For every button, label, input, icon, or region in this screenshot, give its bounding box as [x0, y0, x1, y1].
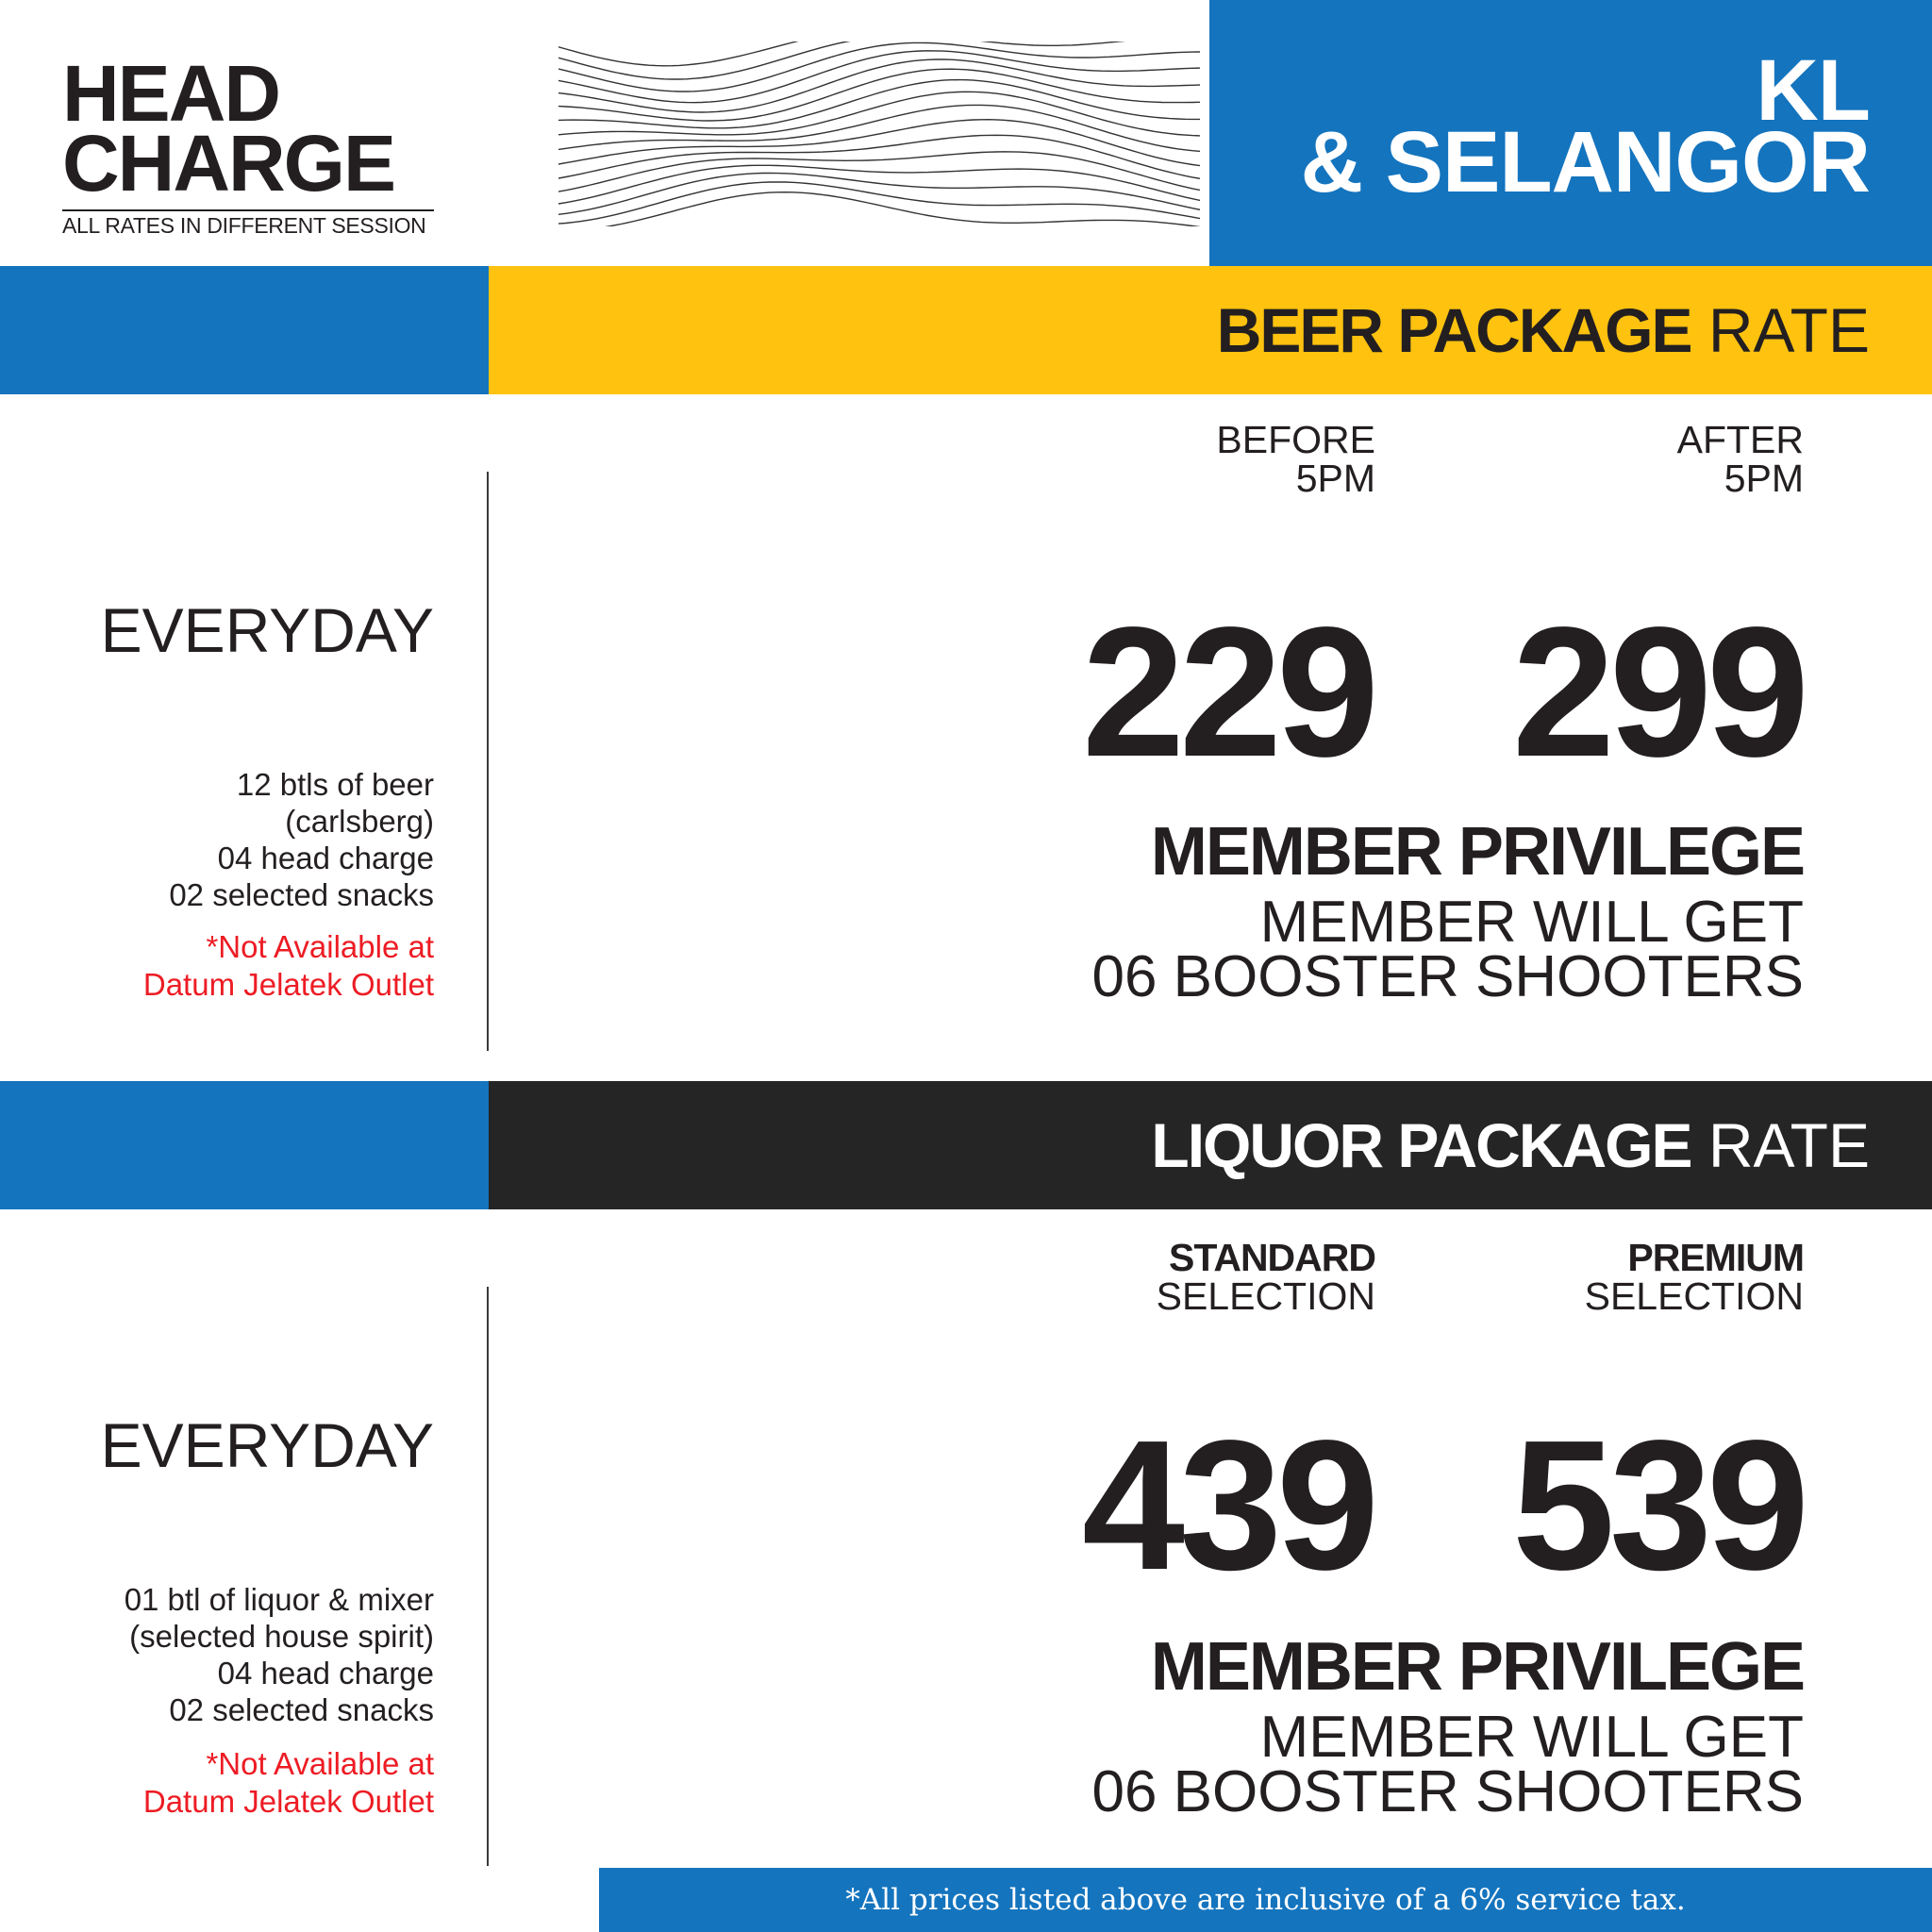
title-underline — [62, 209, 434, 211]
title-line-2: CHARGE — [62, 119, 396, 208]
wavy-line-pattern — [558, 42, 1201, 226]
beer-includes-list: 12 btls of beer (carlsberg) 04 head char… — [169, 766, 434, 913]
wave-line — [558, 104, 1201, 153]
wave-line — [558, 91, 1201, 137]
beer-col2-line-1: AFTER — [1676, 418, 1804, 461]
liquor-title-bold: LIQUOR PACKAGE — [1151, 1110, 1692, 1180]
liquor-include-item: 04 head charge — [217, 1656, 434, 1690]
beer-include-item: 04 head charge — [217, 841, 434, 875]
liquor-price-premium: 539 — [1511, 1402, 1809, 1608]
liquor-member-privilege-title: MEMBER PRIVILEGE — [1150, 1629, 1806, 1705]
beer-include-item: 02 selected snacks — [169, 877, 434, 912]
liquor-band — [489, 1081, 1932, 1209]
liquor-divider — [487, 1287, 489, 1866]
beer-note-line-2: Datum Jelatek Outlet — [142, 967, 434, 1002]
beer-member-line-2: 06 BOOSTER SHOOTERS — [1091, 944, 1804, 1009]
wave-line — [558, 42, 799, 67]
liquor-col1-bold: STANDARD — [1168, 1236, 1376, 1279]
liquor-includes-list: 01 btl of liquor & mixer (selected house… — [125, 1581, 434, 1728]
beer-title-regular: RATE — [1707, 295, 1870, 365]
wave-line — [558, 164, 1201, 205]
liquor-include-item: 01 btl of liquor & mixer — [124, 1582, 434, 1617]
wave-line — [558, 151, 1201, 192]
wave-line — [558, 78, 1200, 129]
beer-col2-header: AFTER 5PM — [1677, 421, 1804, 498]
region-line-1: KL — [1756, 42, 1871, 139]
region-title: KL & SELANGOR — [1209, 42, 1871, 210]
wave-line — [558, 181, 1201, 225]
wave-line — [558, 50, 1201, 104]
beer-divider — [487, 472, 489, 1051]
beer-member-line-1: MEMBER WILL GET — [1259, 890, 1804, 955]
wave-line — [558, 118, 1201, 167]
beer-member-privilege-title: MEMBER PRIVILEGE — [1150, 814, 1806, 890]
page-title: HEAD CHARGE — [62, 49, 458, 208]
liquor-note-line-1: *Not Available at — [206, 1746, 434, 1781]
beer-price-after-5pm: 299 — [1511, 589, 1809, 795]
wave-line — [558, 58, 1201, 113]
beer-price-before-5pm: 229 — [1081, 589, 1379, 795]
liquor-section-title: LIQUOR PACKAGE RATE — [1151, 1081, 1870, 1209]
beer-col1-header: BEFORE 5PM — [1216, 421, 1375, 498]
liquor-member-line-1: MEMBER WILL GET — [1259, 1705, 1804, 1770]
liquor-availability-note: *Not Available at Datum Jelatek Outlet — [143, 1745, 434, 1821]
footer-tax-note: *All prices listed above are inclusive o… — [845, 1883, 1686, 1917]
wave-line — [558, 134, 1201, 179]
wave-line — [558, 172, 1201, 215]
beer-section-title: BEER PACKAGE RATE — [1217, 266, 1870, 394]
liquor-col2-bold: PREMIUM — [1627, 1236, 1805, 1279]
beer-include-item: 12 btls of beer — [236, 767, 434, 802]
beer-availability-note: *Not Available at Datum Jelatek Outlet — [143, 928, 434, 1004]
liquor-day-label: EVERYDAY — [100, 1410, 434, 1480]
liquor-col1-header: STANDARD SELECTION — [1156, 1236, 1376, 1318]
wave-line — [558, 68, 1201, 122]
beer-col1-line-1: BEFORE — [1216, 418, 1375, 461]
footer-bar — [599, 1868, 1932, 1932]
liquor-include-item: 02 selected snacks — [169, 1692, 434, 1727]
liquor-price-standard: 439 — [1081, 1402, 1379, 1608]
beer-col1-line-2: 5PM — [1295, 457, 1375, 500]
beer-include-item: (carlsberg) — [285, 804, 434, 839]
liquor-include-item: (selected house spirit) — [129, 1619, 434, 1654]
wave-line — [558, 42, 1126, 80]
page-subtitle: ALL RATES IN DIFFERENT SESSION — [62, 213, 426, 238]
liquor-member-line-2: 06 BOOSTER SHOOTERS — [1091, 1759, 1804, 1824]
beer-band — [489, 266, 1932, 394]
beer-title-bold: BEER PACKAGE — [1216, 295, 1693, 365]
beer-col2-line-2: 5PM — [1724, 457, 1804, 500]
liquor-col2-regular: SELECTION — [1584, 1274, 1804, 1318]
liquor-band-accent — [0, 1081, 489, 1209]
wave-line — [605, 191, 1201, 226]
beer-day-label: EVERYDAY — [100, 595, 434, 665]
region-line-2: & SELANGOR — [1300, 114, 1871, 210]
liquor-col2-header: PREMIUM SELECTION — [1584, 1236, 1805, 1318]
title-line-1: HEAD — [62, 49, 281, 138]
beer-note-line-1: *Not Available at — [206, 929, 434, 964]
beer-band-accent — [0, 266, 489, 394]
wave-line — [558, 42, 1201, 92]
region-panel — [1209, 0, 1932, 266]
liquor-note-line-2: Datum Jelatek Outlet — [142, 1784, 434, 1819]
liquor-col1-regular: SELECTION — [1156, 1274, 1375, 1318]
liquor-title-regular: RATE — [1707, 1110, 1870, 1180]
